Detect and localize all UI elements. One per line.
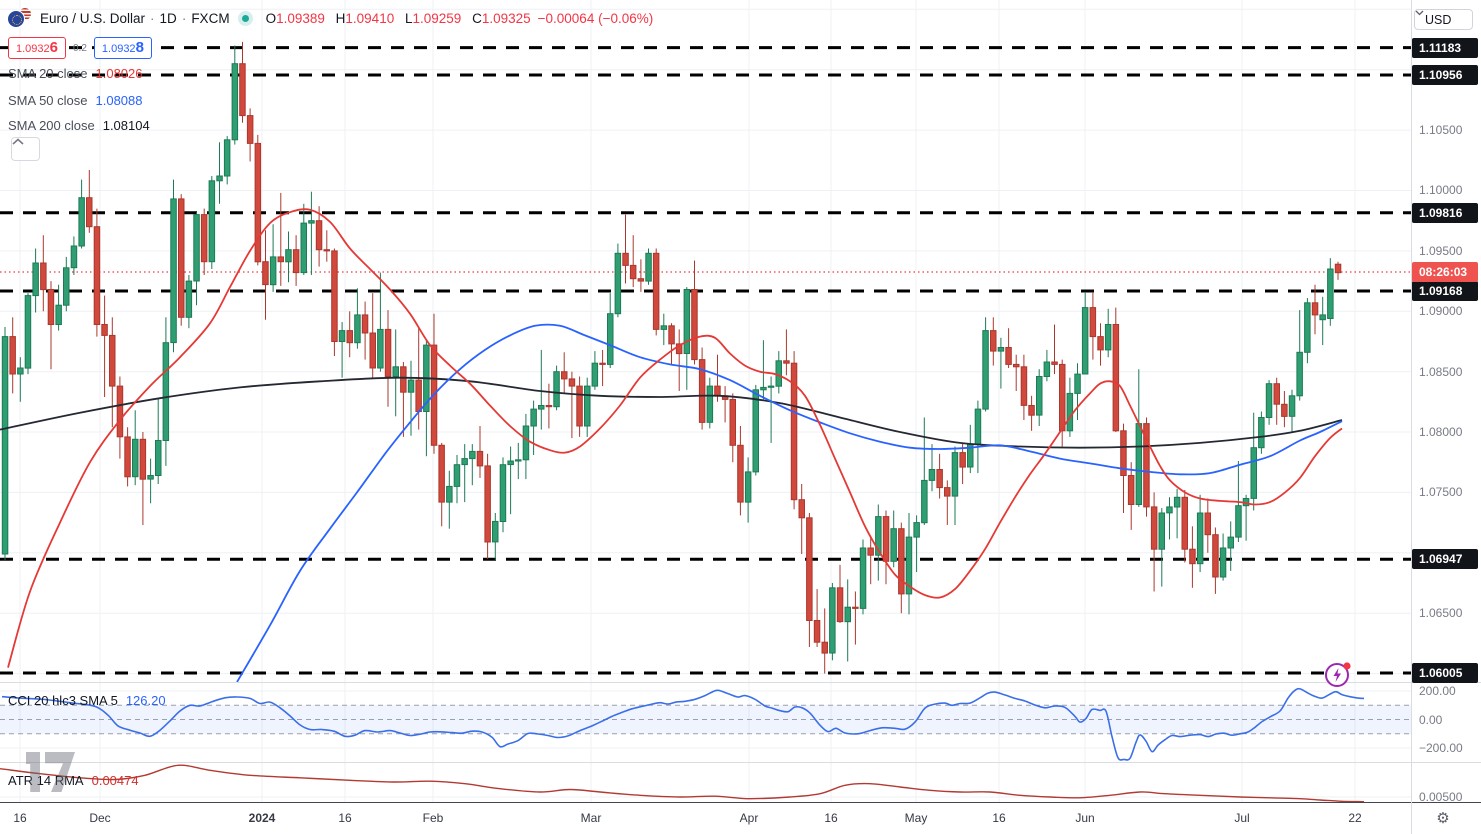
price-level-badge[interactable]: 1.10956: [1412, 65, 1478, 86]
price-level-badge[interactable]: 1.09168: [1412, 280, 1478, 301]
price-level-badge[interactable]: 1.11183: [1412, 37, 1478, 58]
time-tick-label: May: [904, 811, 928, 825]
legend-atr[interactable]: ATR 14 RMA 0.00474: [8, 773, 139, 788]
separator-dot: ·: [150, 10, 155, 26]
price-tick-label: 1.10500: [1419, 123, 1463, 138]
cci-tick-label: 200.00: [1419, 684, 1456, 698]
market-open-dot-icon: [241, 14, 249, 22]
candles-layer: [1, 41, 1342, 674]
chevron-down-icon: [1415, 10, 1424, 16]
axis-settings-gear-icon[interactable]: ⚙: [1436, 810, 1450, 827]
cci-tick-label: −200.00: [1419, 741, 1463, 755]
lightning-event-icon[interactable]: [1323, 659, 1353, 689]
cci-pane-layer: [0, 687, 1411, 761]
time-tick-label: Jul: [1234, 811, 1250, 825]
sell-button[interactable]: 1.0932 6: [8, 37, 66, 59]
sma200-value: 1.08104: [102, 117, 150, 133]
buy-button[interactable]: 1.0932 8: [93, 37, 152, 59]
price-tick-label: 1.07500: [1419, 485, 1463, 500]
chevron-up-icon: [12, 138, 24, 145]
atr-tick-label: 0.00500: [1419, 790, 1463, 804]
time-tick-label: 2024: [248, 811, 276, 825]
symbol-title[interactable]: Euro / U.S. Dollar: [40, 10, 146, 26]
atr-value: 0.00474: [91, 773, 139, 788]
spread-value: 0.2: [73, 42, 87, 54]
time-tick-label: 16: [992, 811, 1006, 825]
legend-sma20[interactable]: SMA 20 close 1.08026: [8, 65, 143, 81]
trade-buttons: 1.0932 6 0.2 1.0932 8: [8, 37, 152, 59]
currency-selector[interactable]: USD: [1414, 9, 1473, 30]
price-level-badge[interactable]: 1.09816: [1412, 202, 1478, 223]
sma20-value: 1.08026: [95, 65, 143, 81]
ohlc-readout: O1.09389 H1.09410 L1.09259 C1.09325: [265, 10, 531, 26]
separator-dot: ·: [181, 10, 187, 26]
price-tick-label: 1.09000: [1419, 304, 1463, 319]
time-tick-label: 22: [1348, 811, 1362, 825]
eurusd-flags-icon: [8, 8, 34, 28]
change-readout: −0.00064 (−0.06%): [537, 10, 654, 26]
price-tick-label: 1.09500: [1419, 243, 1463, 258]
time-tick-label: Jun: [1075, 811, 1095, 825]
legend-sma50[interactable]: SMA 50 close 1.08088: [8, 92, 143, 108]
legend-sma200[interactable]: SMA 200 close 1.08104: [8, 117, 150, 133]
price-level-badge[interactable]: 1.06005: [1412, 662, 1478, 683]
time-tick-label: Dec: [89, 811, 111, 825]
sma50-value: 1.08088: [95, 92, 143, 108]
price-tick-label: 1.10000: [1419, 183, 1463, 198]
exchange-label[interactable]: FXCM: [191, 10, 230, 26]
tradingview-watermark-icon: [26, 752, 75, 792]
price-tick-label: 1.06500: [1419, 606, 1463, 621]
cci-tick-label: 0.00: [1419, 712, 1443, 727]
timeframe-label[interactable]: 1D: [159, 10, 177, 26]
price-tick-label: 1.08500: [1419, 364, 1463, 379]
symbol-header[interactable]: Euro / U.S. Dollar · 1D · FXCM O1.09389 …: [8, 8, 653, 28]
legend-cci[interactable]: CCI 20 hlc3 SMA 5 126.20: [8, 693, 166, 708]
cci-value: 126.20: [125, 693, 166, 708]
price-level-badge[interactable]: 1.06947: [1412, 549, 1478, 570]
price-tick-label: 1.08000: [1419, 425, 1463, 440]
level-lines-layer: [0, 46, 1411, 675]
time-tick-label: Apr: [739, 811, 759, 825]
countdown-badge: 08:26:03: [1412, 262, 1478, 282]
time-tick-label: Feb: [422, 811, 444, 825]
time-tick-label: Mar: [580, 811, 602, 825]
time-tick-label: 16: [824, 811, 838, 825]
moving-averages-layer: [0, 208, 1343, 682]
time-tick-label: 16: [338, 811, 352, 825]
time-tick-label: 16: [13, 811, 27, 825]
legend-collapse-button[interactable]: [11, 137, 40, 161]
currency-label: USD: [1425, 12, 1452, 27]
atr-pane-layer: [0, 764, 1365, 802]
